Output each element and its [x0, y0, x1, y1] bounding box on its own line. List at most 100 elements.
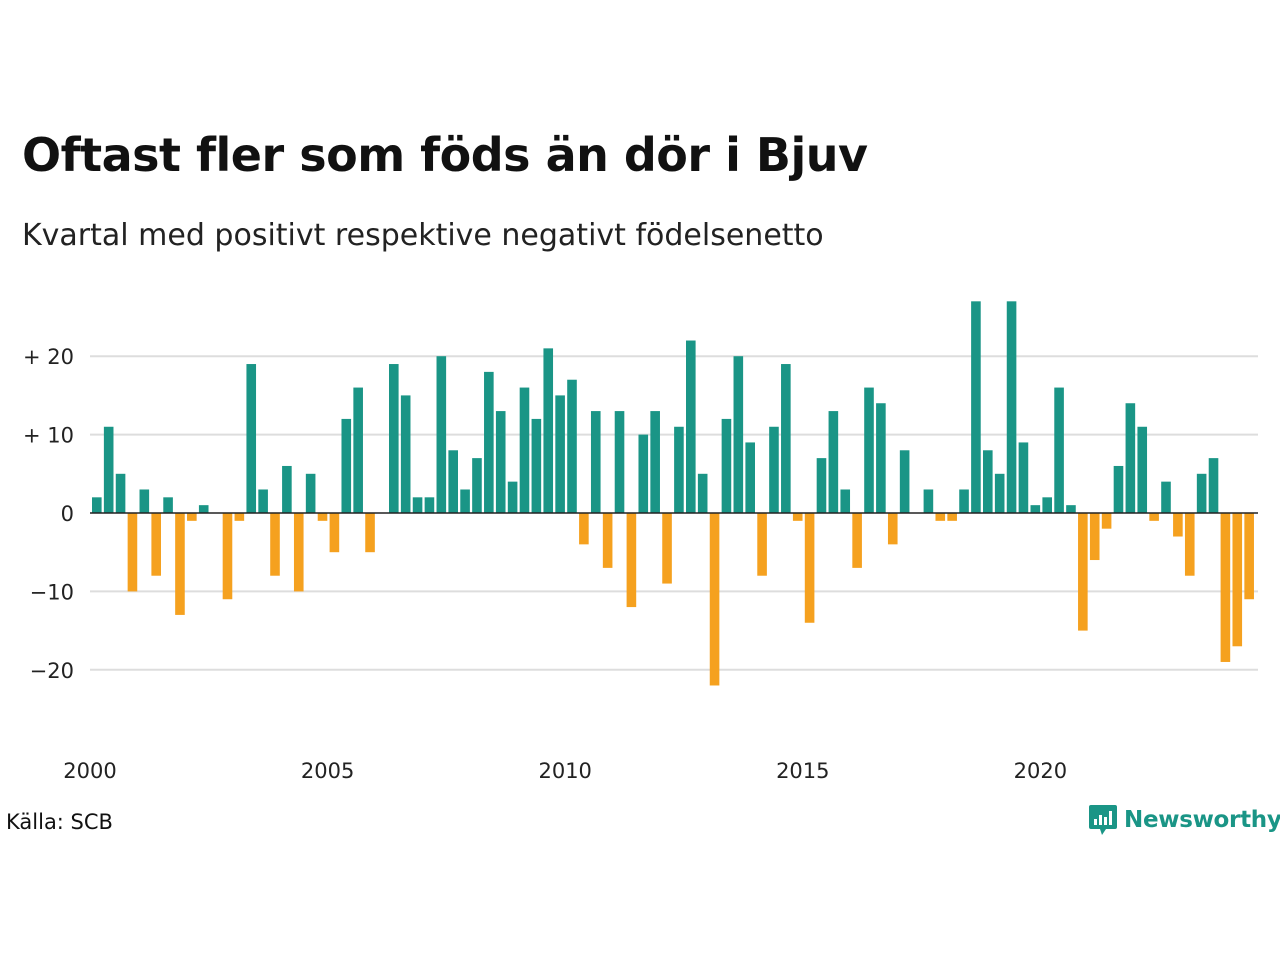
bar-positive	[864, 387, 874, 513]
bar-positive	[246, 364, 257, 513]
bar-positive	[1125, 403, 1136, 513]
bar-positive	[305, 473, 316, 513]
y-tick-label: −10	[30, 580, 74, 604]
bar-positive	[1018, 442, 1029, 513]
bar-positive	[1030, 505, 1041, 513]
y-axis-ticks: + 20 + 10 0 −10 −20	[23, 345, 74, 683]
bar-positive	[103, 426, 114, 513]
y-tick-label: + 20	[23, 345, 74, 369]
bar-positive	[424, 497, 435, 513]
bar-positive	[472, 458, 482, 513]
bar-negative	[602, 513, 613, 568]
bar-negative	[293, 513, 304, 592]
bar-positive	[697, 473, 708, 513]
bar-positive	[876, 403, 886, 513]
bar-positive	[1042, 497, 1052, 513]
bar-positive	[816, 458, 827, 513]
bar-positive	[341, 418, 352, 513]
bar-negative	[709, 513, 720, 686]
bar-negative	[222, 513, 233, 600]
x-axis-ticks: 2000 2005 2010 2015 2020	[63, 759, 1067, 783]
bar-negative	[1220, 513, 1231, 662]
bar-positive	[650, 411, 660, 513]
bar-negative	[270, 513, 280, 576]
bar-negative	[1149, 513, 1159, 521]
bar-positive	[1196, 473, 1207, 513]
bar-positive	[400, 395, 411, 513]
bar-positive	[686, 340, 696, 513]
bar-positive	[163, 497, 173, 513]
x-tick-label: 2000	[63, 759, 116, 783]
x-tick-label: 2015	[776, 759, 829, 783]
bar-positive	[92, 497, 102, 513]
bar-positive	[495, 411, 506, 513]
chart-title: Oftast fler som föds än dör i Bjuv	[22, 128, 868, 182]
bar-negative	[935, 513, 946, 521]
bar-negative	[804, 513, 815, 623]
bar-positive	[353, 387, 363, 513]
bar-negative	[579, 513, 589, 545]
bar-negative	[317, 513, 328, 521]
bar-positive	[733, 356, 744, 513]
source-note: Källa: SCB	[6, 810, 113, 834]
bar-negative	[1244, 513, 1254, 600]
brand-logo[interactable]: Newsworthy	[1088, 803, 1280, 837]
bar-positive	[1137, 426, 1148, 513]
bar-positive	[614, 411, 625, 513]
bar-positive	[721, 418, 732, 513]
bar-negative	[127, 513, 138, 592]
bar-positive	[460, 489, 470, 513]
bar-negative	[234, 513, 245, 521]
bar-positive	[1054, 387, 1064, 513]
bar-positive	[1208, 458, 1219, 513]
bar-positive	[198, 505, 209, 513]
bar-negative	[1078, 513, 1088, 631]
bar-positive	[507, 481, 518, 513]
bar-positive	[781, 364, 791, 513]
bar-negative	[1101, 513, 1112, 529]
bar-positive	[531, 418, 542, 513]
bar-negative	[175, 513, 185, 615]
bar-positive	[590, 411, 601, 513]
bar-negative	[947, 513, 957, 521]
bar-positive	[436, 356, 447, 513]
bar-negative	[1184, 513, 1195, 576]
bar-positive	[1006, 301, 1017, 513]
bar-positive	[994, 473, 1005, 513]
bar-positive	[1161, 481, 1171, 513]
bar-positive	[1113, 465, 1124, 513]
bars	[92, 301, 1254, 686]
bar-negative	[626, 513, 637, 608]
bar-negative	[887, 513, 898, 545]
x-tick-label: 2005	[301, 759, 354, 783]
bar-negative	[1232, 513, 1243, 647]
bar-positive	[484, 371, 494, 513]
bar-positive	[543, 348, 554, 513]
bar-positive	[745, 442, 755, 513]
bar-positive	[519, 387, 530, 513]
bar-positive	[971, 301, 981, 513]
y-tick-label: −20	[30, 659, 74, 683]
bar-negative	[365, 513, 375, 553]
bar-negative	[852, 513, 862, 568]
bar-positive	[1066, 505, 1076, 513]
bar-positive	[923, 489, 934, 513]
bar-positive	[983, 450, 993, 513]
bar-positive	[959, 489, 969, 513]
brand-name: Newsworthy	[1124, 807, 1280, 833]
newsworthy-logo-icon	[1089, 805, 1117, 835]
y-tick-label: 0	[61, 502, 74, 526]
bar-positive	[115, 473, 126, 513]
bar-positive	[899, 450, 910, 513]
bar-positive	[567, 379, 577, 513]
bar-positive	[139, 489, 150, 513]
bar-positive	[674, 426, 684, 513]
bar-negative	[792, 513, 803, 521]
x-tick-label: 2020	[1014, 759, 1067, 783]
bar-positive	[389, 364, 399, 513]
chart-subtitle: Kvartal med positivt respektive negativt…	[22, 218, 824, 253]
bar-negative	[1089, 513, 1100, 561]
bar-negative	[1173, 513, 1183, 537]
